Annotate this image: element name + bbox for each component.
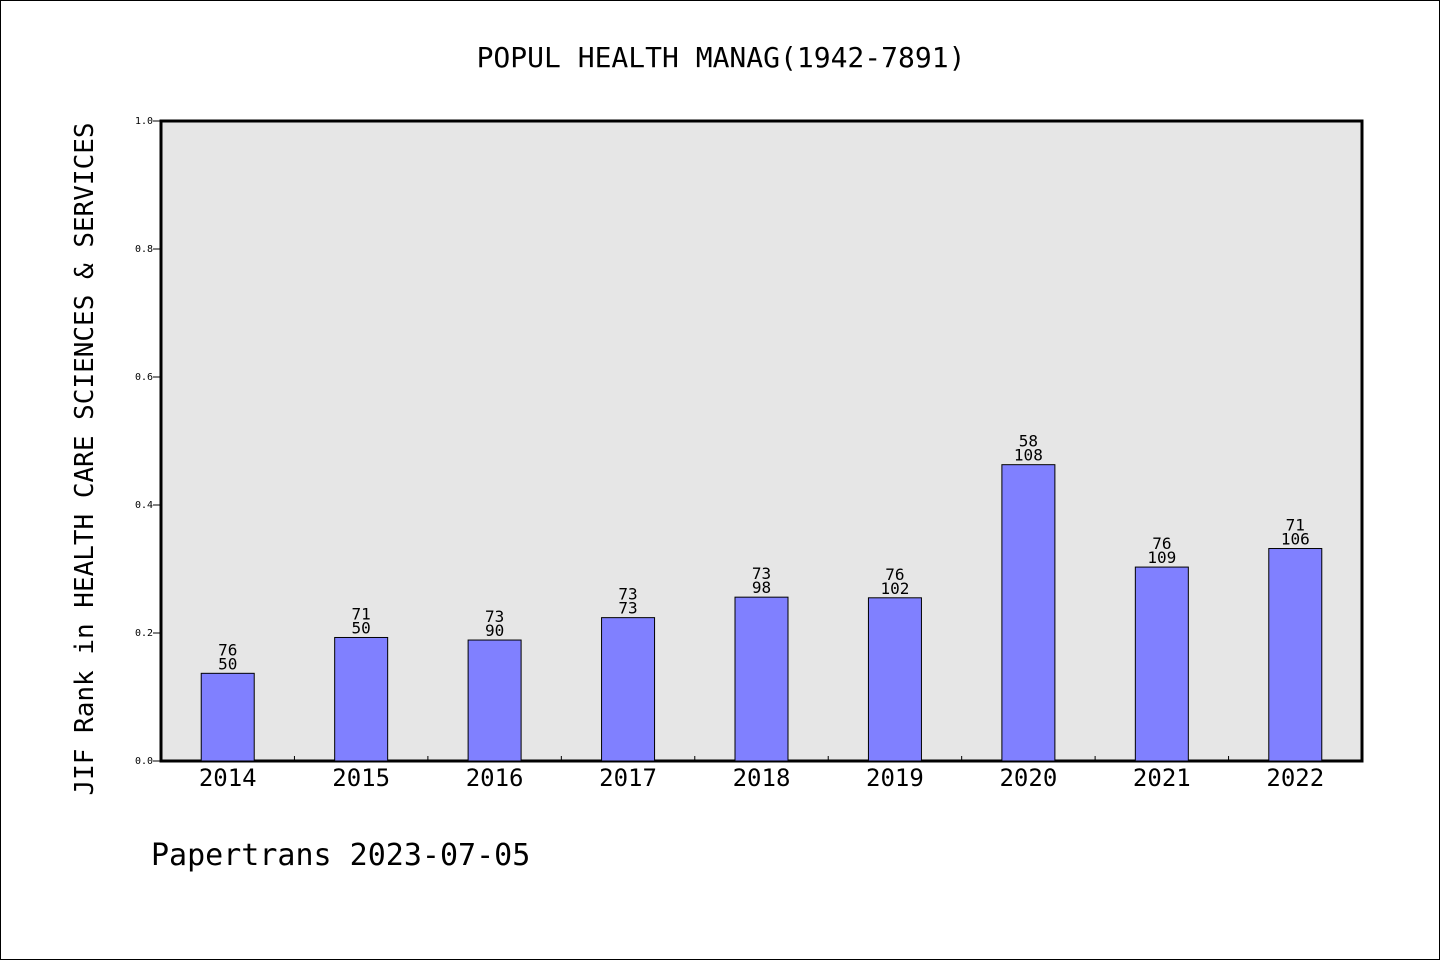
x-tick-label: 2020 bbox=[999, 764, 1057, 792]
bar-label-bottom: 73 bbox=[618, 599, 637, 618]
bar-label-bottom: 90 bbox=[485, 621, 504, 640]
y-axis-label: JIF Rank in HEALTH CARE SCIENCES & SERVI… bbox=[70, 122, 100, 795]
footer-source: Papertrans 2023-07-05 bbox=[151, 838, 530, 873]
chart-title: POPUL HEALTH MANAG(1942-7891) bbox=[477, 41, 966, 74]
bar-label-bottom: 106 bbox=[1281, 530, 1310, 549]
bars bbox=[200, 464, 1323, 762]
bar-label-top: 58 bbox=[1019, 432, 1038, 451]
bar bbox=[867, 597, 922, 762]
y-tick-label: 0.6 bbox=[135, 372, 153, 383]
x-tick-label: 2017 bbox=[599, 764, 657, 792]
bar-label-top: 76 bbox=[885, 565, 904, 584]
bar bbox=[601, 617, 656, 762]
y-tick-label: 0.0 bbox=[135, 756, 153, 767]
bar-label-bottom: 98 bbox=[752, 578, 771, 597]
bar-label-top: 76 bbox=[1152, 534, 1171, 553]
bar-label-bottom: 50 bbox=[352, 618, 371, 637]
bar-label-top: 71 bbox=[352, 604, 371, 623]
x-tick-label: 2021 bbox=[1133, 764, 1191, 792]
bar-label-bottom: 102 bbox=[880, 579, 909, 598]
y-tick-label: 0.8 bbox=[135, 244, 153, 255]
bar-label-top: 73 bbox=[752, 564, 771, 583]
y-tick-label: 0.4 bbox=[135, 500, 153, 511]
bar-label-top: 71 bbox=[1286, 516, 1305, 535]
bar bbox=[734, 596, 789, 762]
x-tick-label: 2016 bbox=[466, 764, 524, 792]
x-tick-label: 2019 bbox=[866, 764, 924, 792]
y-axis: 0.0 0.2 0.4 0.6 0.8 1.0 bbox=[135, 116, 161, 767]
bar bbox=[200, 672, 255, 762]
bar bbox=[1268, 548, 1323, 762]
x-tick-label: 2018 bbox=[733, 764, 791, 792]
y-tick-label: 1.0 bbox=[135, 116, 153, 127]
bar-label-bottom: 50 bbox=[218, 654, 237, 673]
bar bbox=[467, 639, 522, 762]
bar-label-bottom: 108 bbox=[1014, 446, 1043, 465]
bar-label-bottom: 109 bbox=[1147, 548, 1176, 567]
bar bbox=[1001, 464, 1056, 762]
bar-label-top: 73 bbox=[618, 585, 637, 604]
x-tick-label: 2014 bbox=[199, 764, 257, 792]
y-tick-label: 0.2 bbox=[135, 628, 153, 639]
bar bbox=[1134, 566, 1189, 762]
bar-label-top: 76 bbox=[218, 640, 237, 659]
x-tick-label: 2015 bbox=[332, 764, 390, 792]
bar-label-top: 73 bbox=[485, 607, 504, 626]
x-tick-label: 2022 bbox=[1266, 764, 1324, 792]
bar bbox=[334, 636, 389, 762]
x-axis: 2014 2015 2016 2017 2018 2019 2020 2021 2022 bbox=[199, 756, 1324, 792]
